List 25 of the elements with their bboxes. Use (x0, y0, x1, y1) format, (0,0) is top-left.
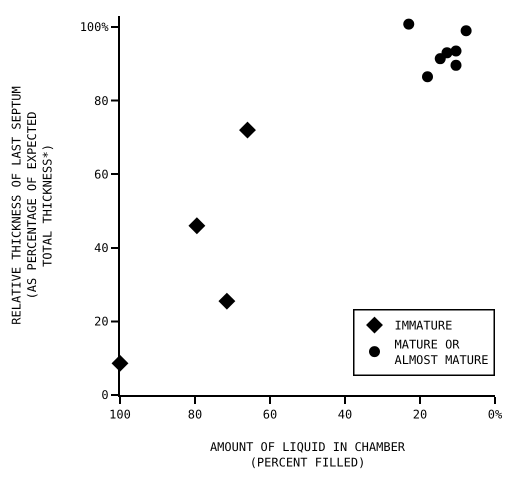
x-tick-label: 60 (262, 407, 278, 422)
y-axis-title: RELATIVE THICKNESS OF LAST SEPTUM (AS PERCENTAGE OF EXPECTED TOTAL THICKNESS*) (9, 86, 54, 325)
x-axis-title: AMOUNT OF LIQUID IN CHAMBER (PERCENT FILLED) (210, 440, 406, 470)
point (188, 217, 206, 234)
x-tick-label: 80 (188, 407, 202, 422)
point (450, 60, 462, 71)
point (450, 45, 462, 56)
x-tick-label: 20 (412, 407, 428, 422)
x-tick-label: 0% (488, 407, 503, 422)
y-tick-label: 0 (101, 388, 109, 402)
legend-label: MATURE OR ALMOST MATURE (394, 338, 488, 368)
point (403, 18, 414, 30)
legend-label: IMMATURE (394, 318, 452, 333)
x-tick-label: 100 (109, 407, 131, 422)
point (239, 122, 256, 139)
x-tick-label: 40 (338, 407, 352, 422)
point (422, 71, 433, 82)
point (460, 25, 472, 36)
point (218, 292, 236, 310)
y-tick-label: 80 (94, 94, 109, 108)
y-tick-label: 40 (94, 241, 109, 256)
point (442, 47, 452, 58)
y-tick-label: 60 (94, 167, 109, 182)
y-tick-label: 100% (80, 20, 110, 34)
y-tick-label: 20 (94, 314, 109, 329)
